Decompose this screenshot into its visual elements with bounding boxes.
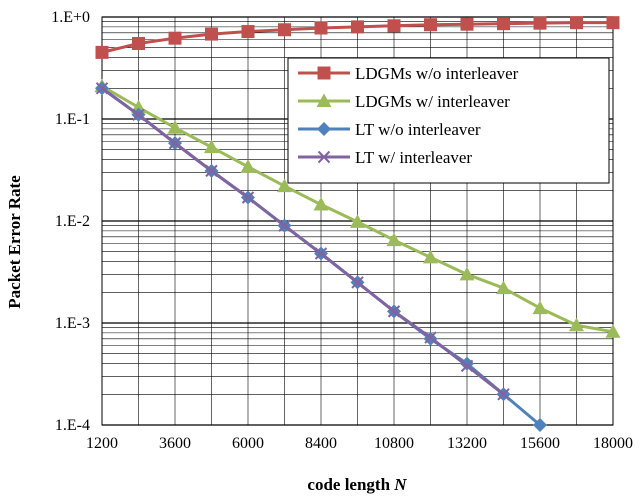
x-tick-label: 13200 <box>447 435 487 452</box>
legend-label: LT w/ interleaver <box>355 148 472 167</box>
marker-x <box>460 359 474 373</box>
marker-square <box>606 16 620 30</box>
marker-x <box>241 191 255 204</box>
legend-item: LT w/o interleaver <box>298 120 481 139</box>
y-tick-label: 1.E+0 <box>51 9 90 26</box>
marker-triangle <box>313 197 329 211</box>
x-tick-label: 8400 <box>305 435 337 452</box>
y-tick-label: 1.E-4 <box>55 417 90 434</box>
marker-triangle <box>277 178 292 193</box>
marker-square <box>241 25 255 39</box>
series-ldgms-w-o-interleaver <box>95 16 620 59</box>
x-tick-label: 3600 <box>159 435 191 452</box>
marker-square <box>168 31 182 45</box>
x-tick-label: 10800 <box>374 435 414 452</box>
marker-x <box>497 388 510 401</box>
x-axis-label: code length N <box>307 475 407 494</box>
marker-x <box>387 305 401 318</box>
legend-label: LDGMs w/o interleaver <box>355 64 519 83</box>
series-ldgms-w-interleaver <box>94 78 621 338</box>
marker-square <box>314 21 328 35</box>
legend-label: LDGMs w/ interleaver <box>355 92 510 111</box>
marker-x <box>317 150 331 164</box>
legend-item: LDGMs w/ interleaver <box>298 92 510 111</box>
marker-triangle <box>423 249 438 264</box>
legend: LDGMs w/o interleaver LDGMs w/ interleave… <box>287 57 610 184</box>
marker-triangle <box>532 300 548 315</box>
legend-label: LT w/o interleaver <box>355 120 481 139</box>
marker-square <box>351 20 364 34</box>
marker-triangle <box>459 266 475 281</box>
y-axis-label: Packet Error Rate <box>5 175 24 309</box>
marker-square <box>95 45 109 59</box>
marker-diamond <box>533 418 547 432</box>
marker-square <box>387 19 401 33</box>
x-axis-label-text: code length <box>307 475 394 494</box>
marker-triangle <box>204 139 219 154</box>
x-tick-label: 18000 <box>593 435 633 452</box>
marker-triangle <box>496 280 511 295</box>
marker-diamond <box>317 122 331 136</box>
marker-triangle <box>240 159 256 173</box>
marker-x <box>278 219 291 232</box>
marker-triangle <box>350 214 365 228</box>
marker-x <box>95 82 109 95</box>
marker-square <box>317 66 331 80</box>
y-tick-label: 1.E-3 <box>55 315 90 332</box>
marker-square <box>497 17 510 31</box>
legend-item: LDGMs w/o interleaver <box>298 64 519 83</box>
y-tick-label: 1.E-2 <box>55 213 90 230</box>
tick-labels: 1200 3600 6000 8400 10800 13200 15600 18000 1.E-… <box>51 9 633 452</box>
series-layer <box>94 16 621 432</box>
marker-square <box>205 27 218 41</box>
marker-x <box>351 276 364 289</box>
marker-triangle <box>569 317 584 332</box>
marker-square <box>460 17 474 31</box>
marker-x <box>132 108 145 121</box>
x-axis-label-variable: N <box>393 475 407 494</box>
y-tick-label: 1.E-1 <box>55 111 90 128</box>
marker-square <box>132 36 145 50</box>
marker-x <box>424 331 437 344</box>
plot-area <box>101 16 614 426</box>
marker-triangle <box>386 232 402 247</box>
marker-square <box>278 23 291 37</box>
marker-triangle <box>605 324 621 338</box>
marker-square <box>570 16 583 30</box>
legend-item: LT w/ interleaver <box>298 148 472 167</box>
legend-box <box>287 57 610 184</box>
x-tick-label: 1200 <box>86 435 118 452</box>
marker-triangle <box>316 93 332 107</box>
marker-triangle <box>167 120 183 134</box>
marker-square <box>533 16 547 30</box>
x-tick-label: 15600 <box>520 435 560 452</box>
marker-x <box>168 136 182 150</box>
marker-x <box>314 247 328 260</box>
x-tick-label: 6000 <box>232 435 264 452</box>
marker-x <box>205 164 218 178</box>
series-lt-w-interleaver <box>95 82 510 401</box>
marker-square <box>424 18 437 32</box>
